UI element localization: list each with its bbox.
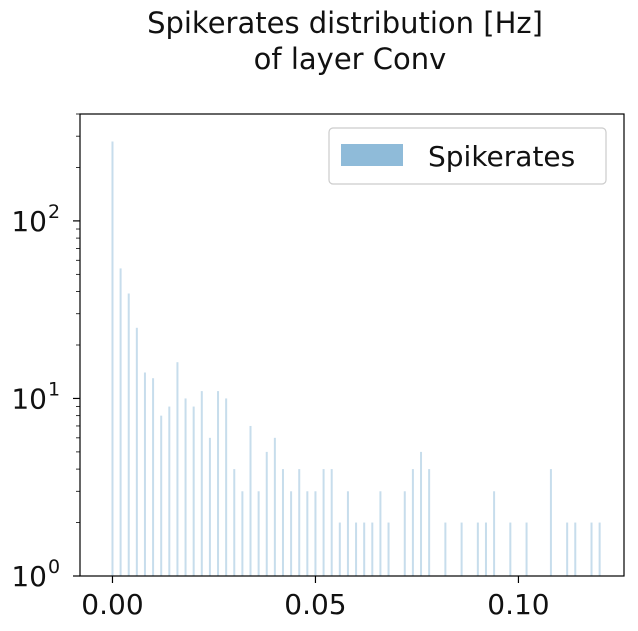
plot-area — [80, 114, 624, 576]
histogram-bar — [241, 491, 244, 576]
bars-group — [111, 141, 601, 576]
histogram-bar — [281, 469, 284, 576]
x-tick-label: 0.05 — [284, 588, 346, 621]
histogram-bar — [176, 362, 179, 576]
y-tick-exponent: 0 — [48, 556, 60, 578]
histogram-bar — [590, 522, 593, 576]
histogram-bar — [290, 491, 293, 576]
histogram-bar — [411, 469, 414, 576]
histogram-bar — [420, 451, 423, 576]
histogram-bar — [363, 522, 366, 576]
histogram-bar — [460, 522, 463, 576]
chart-title-line-2: of layer Conv — [254, 42, 447, 76]
legend-box — [328, 127, 607, 185]
histogram-bar — [208, 437, 211, 576]
histogram-bar — [225, 398, 228, 576]
histogram-bar — [168, 406, 171, 576]
histogram-bar — [111, 141, 114, 576]
histogram-bar — [428, 469, 431, 576]
histogram-bar — [119, 268, 122, 576]
histogram-bar — [371, 522, 374, 576]
histogram-bar — [355, 522, 358, 576]
histogram-bar — [322, 469, 325, 576]
histogram-bar — [192, 406, 195, 576]
histogram-bar — [476, 522, 479, 576]
y-tick-exponent: 1 — [48, 378, 60, 400]
x-axis-ticks: 0.00 0.05 0.10 — [81, 576, 550, 621]
histogram-bar — [306, 491, 309, 576]
histogram-bar — [233, 469, 236, 576]
histogram-bar — [387, 522, 390, 576]
histogram-bar — [444, 522, 447, 576]
histogram-bar — [314, 491, 317, 576]
legend-label: Spikerates — [428, 140, 575, 173]
y-tick-label: 10 — [11, 560, 47, 593]
chart-title-line-1: Spikerates distribution [Hz] — [147, 6, 543, 40]
histogram-bar — [257, 491, 260, 576]
histogram-bar — [135, 327, 138, 576]
histogram-bar — [549, 469, 552, 576]
histogram-bar — [273, 437, 276, 576]
histogram-bar — [152, 378, 155, 576]
histogram-bar — [127, 293, 130, 576]
histogram-bar — [484, 522, 487, 576]
y-tick-exponent: 2 — [48, 201, 60, 223]
histogram-bar — [338, 522, 341, 576]
histogram-bar — [200, 391, 203, 576]
histogram-bar — [346, 491, 349, 576]
histogram-bar — [509, 522, 512, 576]
legend: Spikerates — [328, 127, 607, 185]
histogram-bar — [265, 451, 268, 576]
histogram-bar — [298, 469, 301, 576]
legend-swatch — [341, 144, 403, 166]
y-minor-ticks — [76, 113, 80, 523]
histogram-bar — [249, 425, 252, 576]
histogram-bar — [403, 491, 406, 576]
histogram-bar — [330, 469, 333, 576]
x-tick-label: 0.00 — [81, 588, 143, 621]
histogram-bar — [143, 372, 146, 576]
histogram-bar — [598, 522, 601, 576]
histogram-bar — [493, 491, 496, 576]
y-tick-label: 10 — [11, 205, 47, 238]
histogram-bar — [379, 491, 382, 576]
y-tick-label: 10 — [11, 382, 47, 415]
histogram-bar — [217, 391, 220, 576]
histogram-bar — [566, 522, 569, 576]
histogram-bar — [184, 398, 187, 576]
histogram-bar — [574, 522, 577, 576]
histogram-bar — [160, 415, 163, 576]
histogram-bar — [525, 522, 528, 576]
plot-frame — [79, 113, 625, 577]
x-tick-label: 0.10 — [487, 588, 549, 621]
